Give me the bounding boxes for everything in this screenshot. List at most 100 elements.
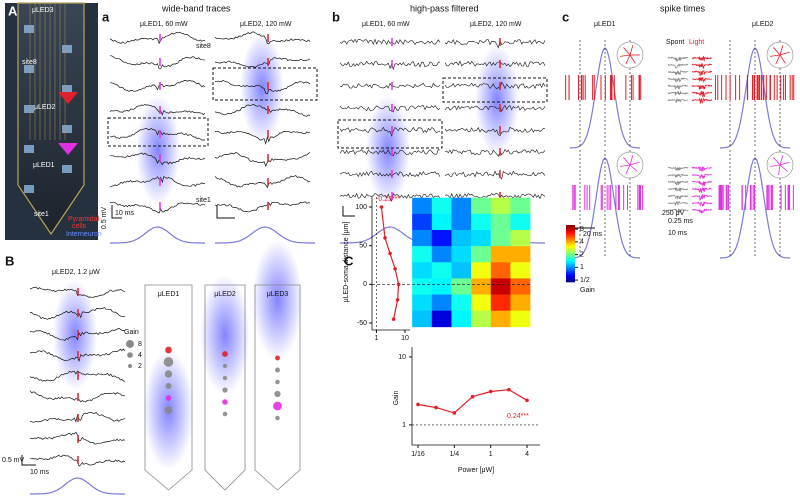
colorbar-segment — [566, 254, 575, 257]
trace — [214, 104, 311, 117]
scale-label: 10 ms — [668, 230, 688, 237]
trace — [214, 57, 311, 68]
polar-petal — [623, 47, 631, 56]
light-glow — [136, 95, 180, 205]
recording-site — [24, 145, 34, 153]
y-tick-label: 100 — [355, 204, 367, 211]
heatmap-cell — [412, 294, 433, 312]
waveform — [691, 84, 713, 90]
x-tick-label: 1/4 — [449, 451, 459, 458]
polar-petal — [629, 164, 638, 172]
trace — [214, 79, 311, 95]
highlight-box — [107, 117, 209, 147]
scale-label: 20 ms — [583, 231, 603, 238]
scale-bar — [342, 206, 355, 217]
light-glow — [475, 45, 519, 155]
trace — [109, 31, 205, 45]
trace — [109, 104, 206, 116]
polar-petal — [773, 47, 781, 56]
gain-legend-dot — [126, 340, 134, 348]
colorbar-segment — [566, 276, 575, 279]
unit-dot — [165, 395, 172, 401]
y-tick-label: 10 — [398, 354, 406, 361]
colorbar-segment — [566, 246, 575, 249]
column-title: μLED1 — [594, 21, 616, 28]
trace — [214, 175, 311, 189]
unit-dot — [222, 411, 228, 417]
unit-dot — [222, 363, 228, 369]
trace — [109, 152, 206, 166]
panel-label: c — [562, 9, 569, 24]
trace — [110, 79, 206, 92]
panel-title: μLED2, 1.2 μW — [52, 269, 100, 276]
y-tick-label: 1 — [402, 422, 406, 429]
panel-title: spike times — [660, 3, 706, 13]
heatmap-cell — [510, 213, 531, 231]
panel-label: b — [332, 9, 340, 24]
waveform — [692, 56, 713, 62]
colorbar-segment — [566, 260, 575, 263]
power-point — [488, 389, 493, 394]
profile-point — [383, 236, 387, 240]
colorbar-segment — [566, 239, 575, 241]
legend-interneuron: Interneuron — [66, 231, 102, 238]
colorbar-tick-label: 1/2 — [580, 277, 590, 284]
polar-petal — [629, 155, 634, 166]
heatmap-cell — [490, 262, 511, 279]
colorbar-segment — [566, 262, 575, 264]
colorbar-segment — [566, 247, 575, 250]
heatmap-cell — [510, 294, 531, 312]
waveform — [667, 77, 689, 84]
waveform — [691, 70, 712, 76]
highlight-box — [337, 119, 443, 149]
colorbar-segment — [566, 242, 575, 244]
gain-legend-label: 4 — [138, 352, 142, 359]
filtered-trace — [444, 192, 546, 200]
probe-outline — [254, 284, 301, 491]
colorbar-segment — [566, 232, 575, 234]
power-point — [470, 394, 475, 399]
colorbar-segment — [566, 225, 575, 227]
trace — [109, 127, 206, 141]
scale-label: 0.5 mV — [2, 457, 25, 464]
unit-dot — [164, 370, 173, 378]
recording-site — [62, 85, 72, 93]
filtered-trace — [444, 81, 546, 90]
heatmap-cell — [412, 197, 433, 215]
filtered-trace — [444, 126, 546, 137]
unit-dot — [222, 399, 228, 405]
colorbar-segment — [566, 279, 575, 281]
probe-outline — [144, 284, 193, 491]
power-point — [507, 387, 511, 392]
heatmap-cell — [471, 294, 492, 312]
site-label: site1 — [34, 211, 49, 218]
heatmap-cell — [412, 262, 433, 279]
polar-petal — [779, 45, 784, 56]
waveform — [668, 166, 689, 171]
colorbar-segment — [566, 269, 575, 271]
column-title: μLED2, 120 mW — [240, 21, 292, 28]
filtered-trace — [339, 170, 441, 178]
x-tick-label: 1 — [489, 451, 493, 458]
waveform — [691, 172, 713, 179]
filtered-trace — [339, 60, 441, 71]
stat-annotation: 0.24*** — [507, 413, 529, 420]
filtered-trace — [444, 148, 546, 157]
probe-label: μLED2 — [214, 291, 236, 298]
unit-dot — [163, 357, 174, 367]
unit-dot — [275, 415, 280, 421]
filtered-trace — [339, 82, 441, 89]
y-axis-label: μLED-soma distance [μm] — [343, 222, 350, 303]
scale-label: 0.25 ms — [668, 218, 693, 225]
led-label: μLED2 — [34, 104, 56, 111]
site-label: site1 — [196, 197, 211, 204]
colorbar-segment — [566, 280, 575, 283]
polar-petal — [629, 161, 640, 166]
colorbar-segment — [566, 243, 575, 246]
polar-petal — [778, 164, 781, 175]
light-profile — [30, 477, 125, 495]
heatmap-cell — [471, 230, 492, 247]
trace — [109, 201, 206, 214]
profile-point — [395, 297, 400, 302]
scale-label: 10 ms — [115, 210, 135, 217]
